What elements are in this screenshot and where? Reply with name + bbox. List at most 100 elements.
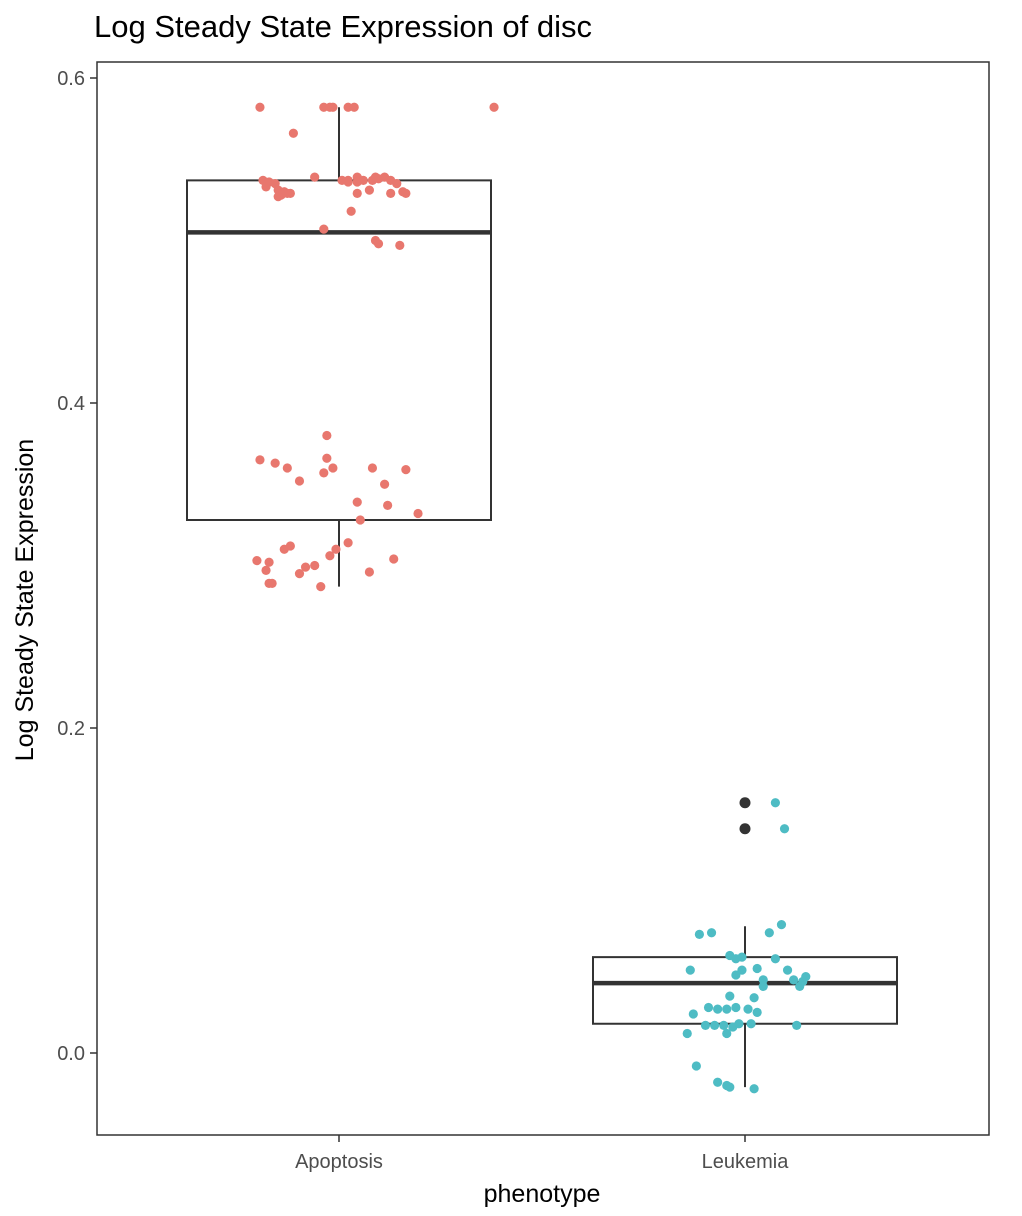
y-tick-label: 0.2 (57, 718, 85, 740)
data-point-apoptosis (252, 556, 262, 566)
data-point-apoptosis (355, 515, 365, 525)
y-tick-label: 0.0 (57, 1043, 85, 1065)
data-point-leukemia (770, 954, 781, 964)
data-point-apoptosis (300, 562, 311, 572)
data-point-apoptosis (261, 182, 271, 192)
data-point-leukemia (743, 1004, 753, 1014)
data-point-apoptosis (255, 102, 265, 112)
data-point-apoptosis (395, 240, 405, 250)
data-point-apoptosis (322, 453, 332, 463)
data-point-leukemia (731, 970, 741, 980)
data-point-leukemia (752, 963, 762, 974)
data-point-apoptosis (389, 554, 399, 564)
data-point-leukemia (688, 1009, 698, 1019)
data-point-apoptosis (401, 465, 411, 475)
data-point-apoptosis (364, 185, 374, 195)
y-axis: 0.0 0.2 0.4 0.6 (57, 68, 97, 1065)
data-point-leukemia (779, 824, 790, 834)
box-leukemia (592, 797, 898, 1088)
data-point-apoptosis (264, 557, 274, 567)
data-point-apoptosis (273, 192, 283, 202)
data-point-apoptosis (373, 239, 384, 249)
data-point-apoptosis (316, 582, 326, 592)
data-point-apoptosis (352, 497, 362, 507)
data-point-leukemia (722, 1004, 732, 1014)
x-tick-label: Leukemia (702, 1151, 790, 1173)
data-point-leukemia (694, 929, 705, 939)
box-apoptosis (186, 107, 492, 587)
data-point-apoptosis (255, 455, 265, 465)
data-point-apoptosis (367, 463, 378, 473)
data-point-leukemia (758, 975, 768, 985)
data-point-leukemia (703, 1002, 714, 1013)
data-point-apoptosis (352, 188, 362, 198)
data-point-apoptosis (267, 578, 277, 588)
data-point-apoptosis (294, 569, 305, 579)
data-point-apoptosis (401, 188, 411, 198)
data-point-apoptosis (343, 177, 353, 187)
data-point-leukemia (752, 1007, 762, 1017)
box-iqr (186, 179, 492, 521)
box-layer (186, 107, 898, 1088)
data-point-leukemia (782, 965, 793, 975)
data-point-apoptosis (392, 179, 402, 189)
data-point-leukemia (746, 1019, 756, 1029)
data-point-apoptosis (328, 463, 338, 473)
data-point-leukemia (725, 1082, 735, 1092)
data-point-apoptosis (285, 541, 295, 551)
y-tick-label: 0.4 (57, 393, 85, 415)
data-point-leukemia (776, 920, 787, 930)
data-point-leukemia (801, 972, 811, 982)
data-point-leukemia (713, 1077, 723, 1087)
data-point-leukemia (749, 993, 759, 1003)
data-point-apoptosis (319, 224, 329, 234)
outlier-point (739, 823, 751, 835)
data-point-apoptosis (270, 458, 280, 468)
data-point-leukemia (734, 1019, 744, 1029)
data-point-apoptosis (380, 479, 390, 489)
data-point-apoptosis (358, 175, 368, 185)
data-point-leukemia (691, 1061, 701, 1071)
data-point-leukemia (700, 1020, 711, 1030)
data-point-leukemia (722, 1028, 732, 1039)
data-point-apoptosis (383, 500, 393, 510)
data-point-apoptosis (325, 551, 335, 561)
data-point-apoptosis (489, 102, 499, 112)
x-axis: Apoptosis Leukemia (295, 1135, 789, 1173)
data-point-apoptosis (310, 172, 320, 182)
x-tick-label: Apoptosis (295, 1151, 383, 1173)
data-point-leukemia (770, 798, 781, 808)
data-point-apoptosis (294, 476, 305, 486)
data-point-leukemia (789, 975, 799, 985)
data-point-leukemia (685, 965, 695, 975)
data-point-apoptosis (310, 560, 320, 571)
data-point-apoptosis (364, 567, 374, 577)
jitter-points-layer (252, 102, 811, 1094)
data-point-apoptosis (331, 544, 341, 554)
data-point-apoptosis (261, 565, 271, 575)
data-point-apoptosis (413, 508, 423, 519)
data-point-leukemia (731, 1002, 741, 1013)
data-point-leukemia (737, 952, 747, 962)
data-point-apoptosis (349, 102, 359, 112)
y-tick-label: 0.6 (57, 68, 85, 90)
data-point-leukemia (764, 928, 774, 938)
data-point-leukemia (682, 1028, 692, 1039)
data-point-apoptosis (319, 468, 329, 478)
data-point-apoptosis (288, 128, 298, 138)
data-point-apoptosis (343, 538, 353, 548)
data-point-leukemia (725, 991, 735, 1001)
outlier-point (739, 797, 751, 809)
x-axis-title: phenotype (484, 1180, 601, 1208)
data-point-apoptosis (282, 463, 292, 473)
data-point-leukemia (749, 1084, 759, 1094)
data-point-leukemia (710, 1020, 720, 1030)
data-point-apoptosis (346, 206, 356, 216)
data-point-apoptosis (386, 188, 396, 198)
data-point-leukemia (713, 1004, 723, 1014)
chart-title: Log Steady State Expression of disc (94, 9, 592, 44)
plot-panel-border (96, 61, 990, 1136)
y-axis-title: Log Steady State Expression (11, 439, 39, 761)
data-point-apoptosis (325, 102, 335, 112)
